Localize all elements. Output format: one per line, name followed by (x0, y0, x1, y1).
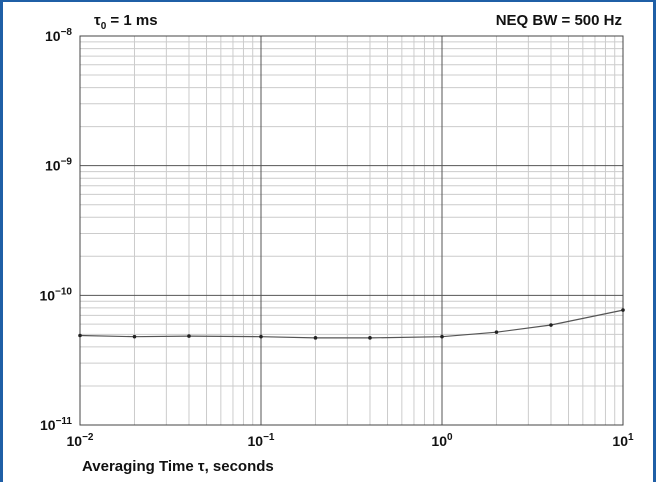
x-tick-exponent: −2 (82, 432, 94, 443)
y-tick-exponent: −11 (56, 416, 73, 427)
data-point (132, 334, 137, 339)
y-tick-base: 10 (40, 417, 56, 433)
x-tick-base: 10 (67, 433, 83, 449)
y-tick-label: 10−8 (45, 27, 72, 44)
y-tick-base: 10 (39, 287, 55, 303)
corner-annotation-right: NEQ BW = 500 Hz (496, 12, 622, 29)
data-point (621, 308, 625, 312)
y-tick-label: 10−9 (45, 157, 72, 174)
y-tick-exponent: −10 (55, 286, 72, 297)
minor-grid (80, 36, 623, 425)
x-axis-label: Averaging Time τ, seconds (82, 458, 274, 475)
data-point (549, 323, 553, 327)
x-tick-label: 10−2 (67, 432, 94, 449)
x-tick-base: 10 (248, 433, 264, 449)
tau-subscript: 0 (101, 21, 107, 32)
y-tick-base: 10 (45, 158, 61, 174)
right-frame-bar (653, 0, 656, 482)
left-frame-bar (0, 0, 3, 482)
data-point (313, 336, 318, 340)
data-point (187, 334, 191, 338)
data-point (259, 334, 263, 339)
x-tick-exponent: −1 (263, 432, 275, 443)
top-frame-bar (0, 0, 656, 2)
series-line (79, 309, 624, 339)
data-point (368, 336, 372, 340)
x-tick-labels: 10−2 10−1 100 101 (67, 432, 635, 449)
x-tick-exponent: 0 (447, 432, 453, 443)
y-tick-exponent: −8 (61, 27, 73, 38)
corner-annotation-left: τ0 = 1 ms (94, 12, 158, 32)
y-tick-label: 10−10 (39, 286, 72, 303)
data-point (78, 333, 82, 338)
y-tick-label: 10−11 (40, 416, 72, 433)
x-tick-base: 10 (431, 433, 447, 449)
plot-area (78, 35, 625, 426)
data-point (440, 334, 444, 339)
y-tick-exponent: −9 (61, 157, 73, 168)
tau-symbol: τ (94, 12, 101, 29)
series-layer (78, 308, 625, 340)
y-tick-base: 10 (45, 28, 61, 44)
x-tick-label: 10−1 (248, 432, 275, 449)
x-tick-label: 100 (431, 432, 453, 449)
x-tick-label: 101 (612, 432, 634, 449)
tau-value: = 1 ms (106, 12, 157, 29)
data-point (494, 330, 499, 334)
x-tick-base: 10 (612, 433, 628, 449)
plot-border (79, 35, 624, 426)
x-tick-exponent: 1 (628, 432, 634, 443)
